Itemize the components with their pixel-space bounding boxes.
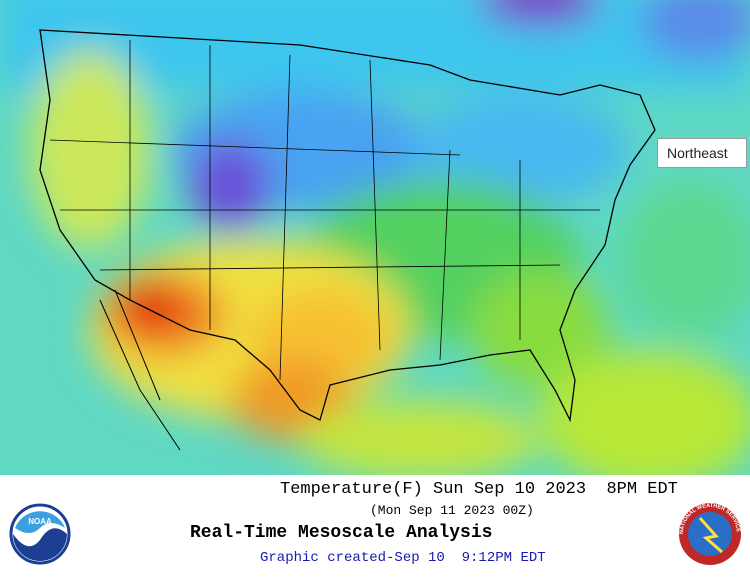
us-outline xyxy=(39,29,656,423)
temperature-field xyxy=(0,0,750,475)
caption-line: Temperature(F) Sun Sep 10 2023 8PM EDT xyxy=(280,480,678,499)
noaa-logo: NOAA xyxy=(9,503,71,565)
state-lines xyxy=(49,40,600,381)
mexico-outline xyxy=(99,289,181,451)
noaa-label: NOAA xyxy=(28,517,52,526)
caption-credit: Graphic created-Sep 10 9:12PM EDT xyxy=(260,550,546,566)
region-tooltip: Northeast xyxy=(657,138,747,168)
nws-logo: NATIONAL WEATHER SERVICE xyxy=(679,503,741,565)
caption-time: (Mon Sep 11 2023 00Z) xyxy=(370,503,534,518)
caption-panel xyxy=(0,475,750,581)
caption-title: Real-Time Mesoscale Analysis xyxy=(190,523,493,543)
